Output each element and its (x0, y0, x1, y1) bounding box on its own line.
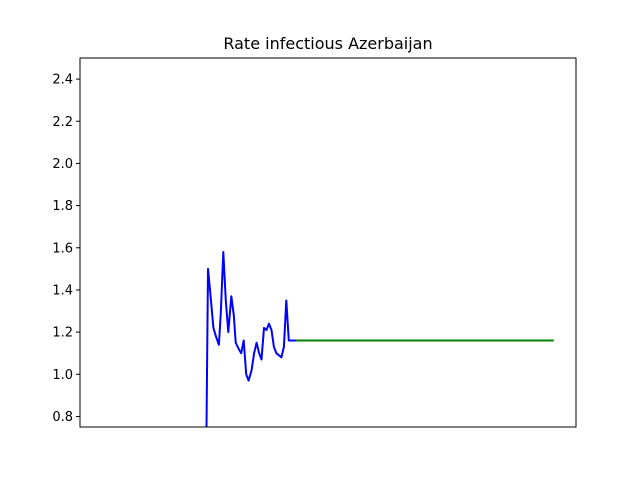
y-tick-label: 1.2 (52, 326, 73, 341)
plot-lines (205, 251, 554, 427)
y-tick-label: 1.0 (52, 368, 73, 383)
y-tick-label: 1.6 (52, 241, 73, 256)
y-tick-label: 1.8 (52, 199, 73, 214)
y-tick-label: 2.0 (52, 157, 73, 172)
y-axis: 0.8 1.0 1.2 1.4 1.6 1.8 2.0 2.2 2.4 (52, 73, 80, 425)
series-line-1 (205, 251, 297, 427)
y-tick-label: 2.4 (52, 73, 73, 88)
y-tick-label: 0.8 (52, 410, 73, 425)
y-tick-label: 2.2 (52, 115, 73, 130)
y-tick-label: 1.4 (52, 283, 73, 298)
plot-frame (79, 57, 577, 428)
chart-title: Rate infectious Azerbaijan (223, 34, 432, 53)
